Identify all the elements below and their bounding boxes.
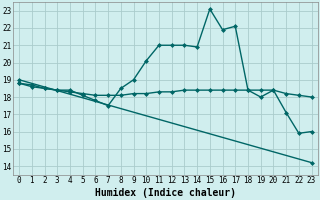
X-axis label: Humidex (Indice chaleur): Humidex (Indice chaleur) xyxy=(95,188,236,198)
